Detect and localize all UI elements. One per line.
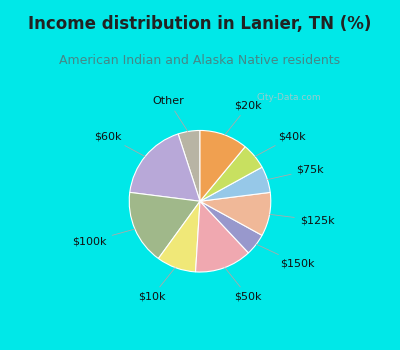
Text: $150k: $150k bbox=[256, 244, 315, 268]
Text: $50k: $50k bbox=[225, 268, 262, 302]
Text: $125k: $125k bbox=[270, 215, 334, 225]
Wedge shape bbox=[200, 167, 270, 201]
Text: $20k: $20k bbox=[225, 101, 262, 135]
Text: Other: Other bbox=[152, 96, 188, 132]
Text: Income distribution in Lanier, TN (%): Income distribution in Lanier, TN (%) bbox=[28, 15, 372, 33]
Wedge shape bbox=[200, 201, 262, 253]
Wedge shape bbox=[130, 134, 200, 201]
Text: $75k: $75k bbox=[268, 165, 324, 180]
Wedge shape bbox=[200, 193, 271, 235]
Wedge shape bbox=[200, 147, 262, 201]
Wedge shape bbox=[158, 201, 200, 272]
Wedge shape bbox=[200, 131, 245, 201]
Wedge shape bbox=[129, 193, 200, 259]
Wedge shape bbox=[178, 131, 200, 201]
Text: $10k: $10k bbox=[138, 268, 175, 302]
Text: $100k: $100k bbox=[72, 229, 135, 247]
Text: City-Data.com: City-Data.com bbox=[257, 93, 321, 101]
Text: $60k: $60k bbox=[94, 132, 145, 156]
Text: $40k: $40k bbox=[255, 132, 306, 156]
Text: American Indian and Alaska Native residents: American Indian and Alaska Native reside… bbox=[60, 54, 340, 67]
Wedge shape bbox=[196, 201, 248, 272]
